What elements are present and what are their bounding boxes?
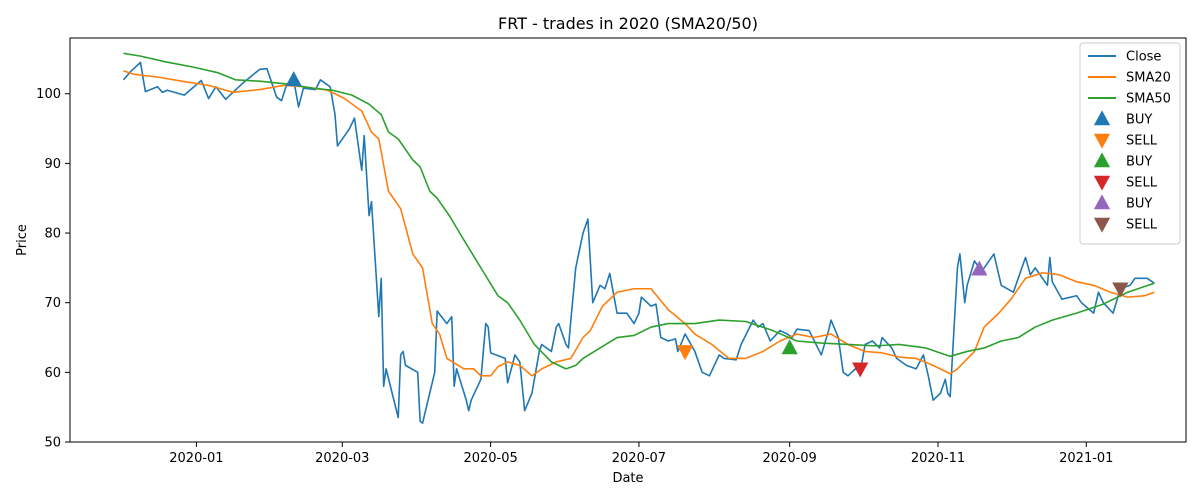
legend-label: SELL (1126, 134, 1158, 149)
legend-swatch (1093, 175, 1111, 191)
x-tick-label: 2021-01 (1059, 451, 1113, 466)
legend-swatch (1093, 194, 1111, 210)
legend-swatch (1093, 217, 1111, 233)
legend: Close SMA20 SMA50 BUY SELL BUY SELL BUY SELL (1079, 42, 1181, 245)
y-tick-label: 60 (44, 366, 61, 381)
legend-label: BUY (1126, 155, 1152, 170)
y-tick-label: 90 (44, 157, 61, 172)
buy-marker (781, 339, 798, 355)
chart-title: FRT - trades in 2020 (SMA20/50) (498, 14, 758, 33)
y-tick-label: 80 (44, 227, 61, 242)
x-tick-label: 2020-03 (315, 451, 369, 466)
legend-label: Close (1126, 50, 1161, 65)
sell-marker (1112, 282, 1129, 298)
x-tick-label: 2020-09 (763, 451, 817, 466)
buy-marker (285, 71, 302, 87)
series-line-sma50 (123, 52, 1155, 370)
y-tick-label: 100 (36, 87, 61, 102)
legend-label: SELL (1126, 176, 1158, 191)
sell-marker (852, 362, 869, 378)
sell-marker (677, 345, 694, 361)
plot-frame (69, 37, 1187, 443)
x-tick-label: 2020-01 (169, 451, 223, 466)
y-axis-label: Price (15, 224, 30, 256)
y-tick-label: 50 (44, 436, 61, 451)
legend-box (1079, 42, 1181, 245)
plot-area (122, 52, 1155, 424)
y-tick-label: 70 (44, 296, 61, 311)
legend-label: SMA20 (1126, 71, 1171, 86)
legend-label: SELL (1126, 218, 1158, 233)
series-line-close (122, 61, 1155, 424)
x-tick-label: 2020-07 (612, 451, 666, 466)
series-line-sma20 (123, 69, 1155, 377)
legend-label: SMA50 (1126, 92, 1171, 107)
x-axis: 2020-01 2020-03 2020-05 2020-07 2020-09 2020-… (169, 442, 1113, 466)
x-tick-label: 2020-05 (463, 451, 517, 466)
legend-label: BUY (1126, 113, 1152, 128)
legend-label: BUY (1126, 197, 1152, 212)
x-axis-label: Date (612, 471, 643, 486)
legend-swatch (1093, 152, 1111, 168)
x-tick-label: 2020-11 (911, 451, 965, 466)
legend-swatch (1093, 110, 1111, 126)
buy-marker (971, 260, 988, 276)
legend-swatch (1093, 133, 1111, 149)
y-axis: 50 60 70 80 90 100 (36, 87, 70, 451)
